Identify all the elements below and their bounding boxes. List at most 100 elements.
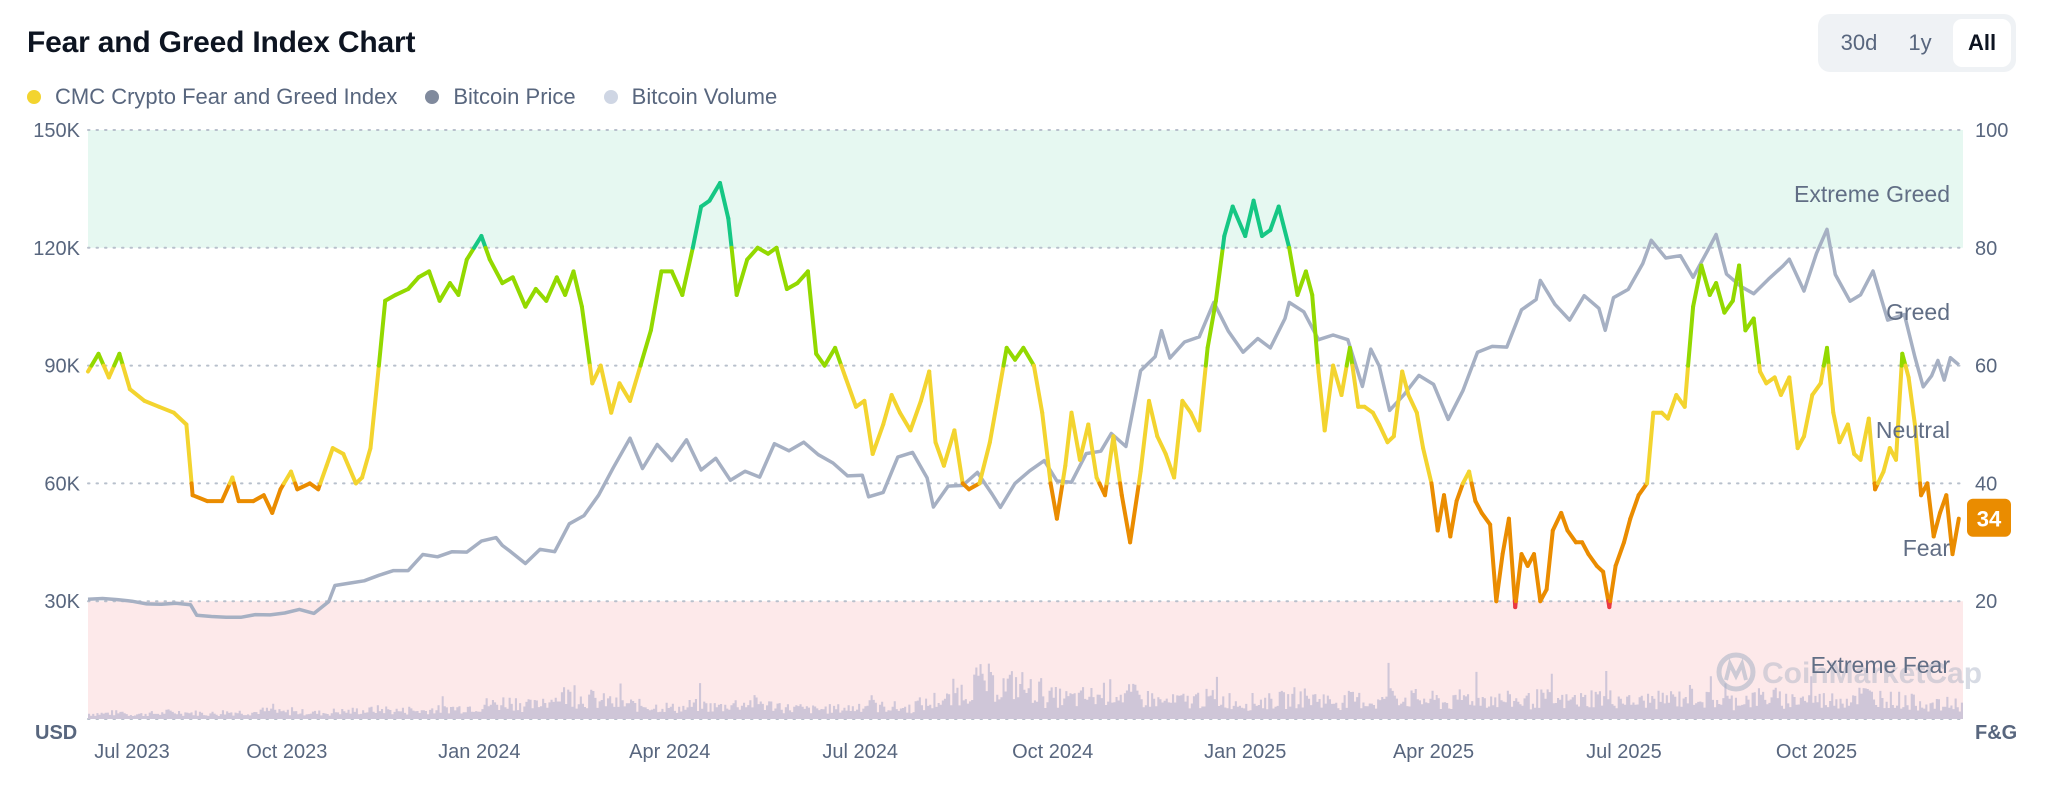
current-value-badge: 34 xyxy=(1967,498,2011,537)
fear-greed-segment xyxy=(839,363,848,380)
fear-greed-segment xyxy=(908,398,923,433)
fear-greed-segment xyxy=(1931,510,1942,539)
fear-greed-segment xyxy=(609,381,622,415)
legend-dot-icon xyxy=(425,90,440,104)
fear-greed-segment xyxy=(1377,422,1390,445)
right-tick-label: 60 xyxy=(1975,356,1997,378)
fear-greed-segment xyxy=(1699,263,1712,297)
fear-greed-segment xyxy=(1322,363,1336,433)
range-all-button[interactable]: All xyxy=(1953,19,2011,67)
fear-greed-segment xyxy=(774,245,789,291)
fear-greed-segment xyxy=(590,363,603,386)
fear-greed-segment xyxy=(1906,375,1917,427)
fear-greed-segment xyxy=(251,493,266,504)
x-tick-label: Apr 2024 xyxy=(629,741,710,763)
fear-greed-segment xyxy=(862,398,875,456)
fear-greed-segment xyxy=(1350,363,1361,409)
legend-item-fear-greed[interactable]: CMC Crypto Fear and Greed Index xyxy=(27,84,397,110)
fear-greed-segment xyxy=(1054,481,1065,521)
fear-greed-segment xyxy=(1310,292,1320,368)
fear-greed-segment xyxy=(1316,369,1327,433)
fear-greed-segment xyxy=(755,245,771,256)
watermark-text: CoinMarketCap xyxy=(1762,657,1982,690)
fear-greed-segment xyxy=(1347,345,1355,368)
fear-greed-segment xyxy=(726,216,734,250)
fear-greed-segment xyxy=(1180,398,1193,415)
fear-greed-segment xyxy=(1925,481,1936,539)
fear-greed-segment xyxy=(1040,410,1053,486)
fear-greed-segment xyxy=(996,363,1006,397)
fear-greed-segment xyxy=(106,363,117,380)
fear-greed-segment xyxy=(1645,410,1656,486)
fear-greed-segment xyxy=(1494,552,1505,604)
fear-greed-segment xyxy=(987,393,1001,445)
fear-greed-segment xyxy=(1128,481,1141,545)
fear-greed-segment xyxy=(1429,481,1440,533)
left-axis-ticks: 30K 60K 90K 120K 150K xyxy=(33,120,80,613)
fear-greed-segment xyxy=(1060,463,1068,486)
coinmarketcap-logo-icon xyxy=(1716,652,1756,692)
fear-greed-segment xyxy=(1251,198,1264,238)
fear-greed-segment xyxy=(1586,552,1599,568)
x-tick-label: Oct 2024 xyxy=(1012,741,1093,763)
fear-greed-segment xyxy=(870,422,886,456)
fear-greed-segment xyxy=(977,440,992,486)
fear-greed-segment xyxy=(1069,410,1082,462)
fear-greed-segment xyxy=(127,387,147,403)
zone-extreme-greed xyxy=(88,130,1963,248)
fear-greed-segment xyxy=(1339,363,1349,397)
legend-dot-icon xyxy=(603,90,618,104)
fear-greed-segment xyxy=(1230,204,1248,238)
fear-greed-segment xyxy=(648,269,664,333)
fear-greed-segment xyxy=(1111,434,1123,486)
fear-greed-segment xyxy=(1213,245,1225,303)
fear-greed-segment xyxy=(544,275,559,303)
fear-greed-segment xyxy=(456,257,469,297)
fear-greed-segment xyxy=(1636,481,1649,498)
fear-greed-segment xyxy=(270,487,283,515)
legend-item-bitcoin-price[interactable]: Bitcoin Price xyxy=(425,84,576,110)
fear-greed-segment xyxy=(1467,469,1474,486)
fear-greed-segment xyxy=(171,410,189,427)
fear-greed-segment xyxy=(933,440,946,468)
fear-greed-segment xyxy=(843,375,858,409)
fear-greed-segment xyxy=(219,481,232,504)
fear-greed-segment xyxy=(579,304,592,368)
fear-greed-segment xyxy=(376,298,388,368)
fear-greed-segment xyxy=(1400,369,1411,397)
legend-item-bitcoin-volume[interactable]: Bitcoin Volume xyxy=(603,84,778,110)
fear-greed-segment xyxy=(1903,363,1911,380)
fear-greed-segment xyxy=(96,351,106,368)
fear-greed-segment xyxy=(1613,540,1626,568)
legend-label: Bitcoin Volume xyxy=(631,84,778,109)
range-1y-button[interactable]: 1y xyxy=(1908,30,1932,55)
left-tick-label: 30K xyxy=(44,591,80,613)
fear-greed-segment xyxy=(318,463,329,486)
range-30d-button[interactable]: 30d xyxy=(1840,30,1878,55)
time-range-switch: 30d 1y All xyxy=(1818,14,2016,72)
fear-greed-segment xyxy=(1222,204,1235,238)
fear-greed-segment xyxy=(1406,393,1419,415)
fear-greed-segment xyxy=(1370,410,1382,427)
fear-greed-segment xyxy=(1303,269,1315,297)
fear-greed-segment xyxy=(1608,563,1618,604)
zone-label: Fear xyxy=(1903,535,1951,561)
fear-greed-segment xyxy=(1454,481,1465,504)
fear-greed-segment xyxy=(1004,345,1017,362)
fear-greed-segment xyxy=(1802,393,1815,439)
x-axis-ticks: Jul 2023 Oct 2023 Jan 2024 Apr 2024 Jul 2024… xyxy=(94,741,1857,763)
fear-greed-segment xyxy=(1276,204,1292,250)
fear-greed-segment xyxy=(1714,281,1727,315)
volume-bar xyxy=(88,662,1963,719)
fear-greed-segment xyxy=(1205,298,1218,350)
fear-greed-segment xyxy=(1442,493,1453,539)
bitcoin-price-line xyxy=(87,227,1960,620)
fear-greed-segment xyxy=(1532,552,1543,604)
fear-greed-segment xyxy=(190,493,210,504)
fear-greed-segment xyxy=(232,481,241,504)
fear-greed-segment xyxy=(897,410,913,433)
fear-greed-segment xyxy=(1601,569,1611,604)
fear-greed-segment xyxy=(1544,528,1555,592)
fear-greed-segment xyxy=(1287,245,1300,297)
